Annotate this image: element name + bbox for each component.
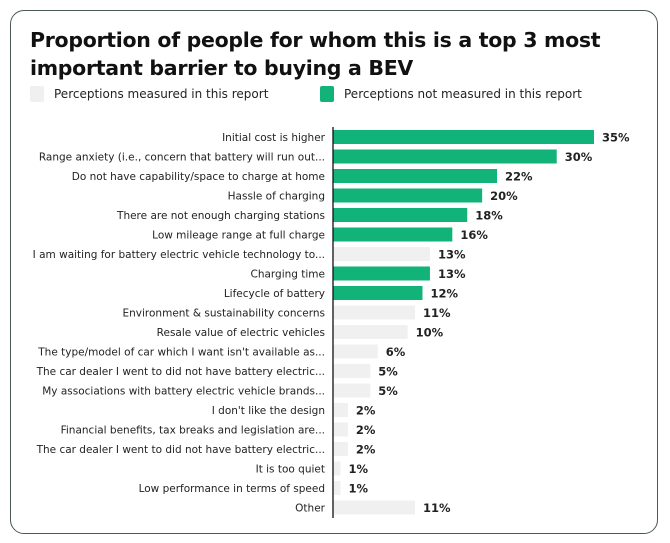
category-label: The type/model of car which I want isn't… (37, 347, 325, 359)
data-label: 13% (438, 248, 466, 262)
data-label: 2% (356, 423, 376, 437)
bar (333, 149, 557, 164)
category-label: I don't like the design (212, 405, 325, 417)
legend-label: Perceptions not measured in this report (344, 87, 582, 101)
data-label: 12% (430, 287, 458, 301)
bar (333, 266, 430, 281)
category-label: Do not have capability/space to charge a… (72, 171, 325, 183)
bar (333, 208, 468, 222)
legend-item-not-measured: Perceptions not measured in this report (320, 86, 582, 102)
category-label: Range anxiety (i.e., concern that batter… (39, 152, 325, 164)
category-label: I am waiting for battery electric vehicl… (33, 249, 325, 261)
bar (333, 325, 408, 339)
category-label: Financial benefits, tax breaks and legis… (61, 425, 325, 437)
data-label: 5% (378, 365, 398, 379)
bar (333, 364, 371, 378)
data-label: 6% (386, 345, 406, 359)
bar (333, 286, 423, 300)
data-label: 2% (356, 404, 376, 418)
category-label: There are not enough charging stations (116, 210, 325, 222)
data-label: 10% (416, 326, 444, 340)
data-label: 16% (460, 228, 488, 242)
category-label: Charging time (250, 269, 325, 281)
data-label: 35% (602, 131, 630, 145)
legend-swatch-measured (30, 86, 44, 102)
data-label: 2% (356, 443, 376, 457)
data-label: 30% (565, 150, 593, 164)
data-label: 22% (505, 170, 533, 184)
category-label: Lifecycle of battery (224, 288, 325, 300)
data-label: 13% (438, 267, 466, 281)
bar (333, 461, 341, 476)
data-label: 11% (423, 501, 451, 515)
bar (333, 403, 348, 417)
category-label: Hassle of charging (228, 191, 325, 203)
bar (333, 130, 594, 144)
category-label: It is too quiet (256, 464, 325, 476)
bar (333, 442, 348, 456)
category-label: My associations with battery electric ve… (42, 386, 325, 398)
data-label: 5% (378, 384, 398, 398)
bar (333, 344, 378, 359)
bar (333, 383, 371, 398)
category-label: Initial cost is higher (222, 132, 326, 144)
chart-card (10, 10, 658, 534)
bar (333, 422, 348, 437)
legend-swatch-not-measured (320, 86, 334, 102)
bar (333, 305, 416, 320)
category-label: Resale value of electric vehicles (157, 327, 325, 339)
bar (333, 247, 430, 261)
data-label: 18% (475, 209, 503, 223)
data-label: 20% (490, 189, 518, 203)
legend-label: Perceptions measured in this report (54, 87, 269, 101)
bar (333, 481, 341, 495)
category-label: Low mileage range at full charge (152, 230, 325, 242)
chart-title: Proportion of people for whom this is a … (30, 28, 601, 80)
category-label: Environment & sustainability concerns (123, 308, 326, 320)
category-label: The car dealer I went to did not have ba… (36, 366, 325, 378)
bar (333, 500, 416, 515)
category-label: The car dealer I went to did not have ba… (36, 444, 325, 456)
bar (333, 169, 498, 183)
data-label: 1% (348, 462, 368, 476)
bar (333, 188, 483, 203)
legend-item-measured: Perceptions measured in this report (30, 86, 268, 102)
category-label: Low performance in terms of speed (139, 483, 325, 495)
data-label: 1% (348, 482, 368, 496)
bar (333, 227, 453, 242)
data-label: 11% (423, 306, 451, 320)
category-label: Other (295, 503, 325, 515)
